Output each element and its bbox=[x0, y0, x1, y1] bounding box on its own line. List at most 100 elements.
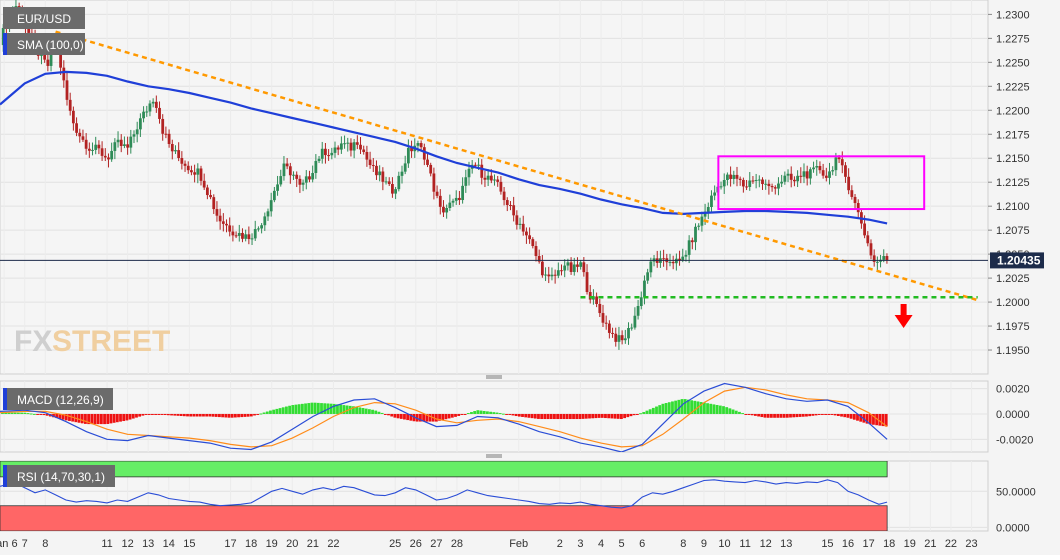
time-tick-label: 17 bbox=[224, 538, 236, 550]
sma-legend[interactable]: SMA (100,0) bbox=[3, 33, 85, 55]
macd-legend[interactable]: MACD (12,26,9) bbox=[3, 388, 113, 410]
candle-body bbox=[199, 168, 203, 181]
candle-body bbox=[193, 172, 197, 175]
candle-body bbox=[525, 231, 528, 236]
candle-body bbox=[821, 170, 825, 176]
candle bbox=[78, 128, 82, 143]
macd-histogram-bar bbox=[64, 413, 68, 421]
macd-histogram-bar bbox=[629, 413, 633, 417]
candle bbox=[639, 291, 643, 310]
candle-body bbox=[282, 163, 286, 177]
candle bbox=[279, 169, 283, 187]
candle-body bbox=[767, 183, 771, 187]
candle bbox=[365, 145, 369, 167]
macd-histogram-bar bbox=[457, 413, 461, 416]
candle-body bbox=[627, 328, 630, 339]
candle-body bbox=[703, 211, 707, 217]
macd-histogram-bar bbox=[425, 413, 429, 422]
candle bbox=[183, 160, 187, 172]
candle bbox=[170, 139, 174, 160]
candle-body bbox=[828, 171, 831, 178]
candle-body bbox=[279, 176, 283, 185]
macd-plot-area bbox=[0, 382, 888, 452]
rsi-legend[interactable]: RSI (14,70,30,1) bbox=[3, 465, 115, 487]
candle-body bbox=[406, 147, 410, 164]
macd-histogram-bar bbox=[253, 413, 256, 416]
macd-histogram-bar bbox=[808, 413, 812, 417]
time-tick-label: 2 bbox=[557, 538, 563, 550]
rsi-panel-resize-handle[interactable] bbox=[484, 454, 504, 459]
candle bbox=[225, 219, 228, 233]
candle bbox=[550, 267, 554, 281]
candle bbox=[68, 92, 72, 116]
candle-body bbox=[789, 173, 793, 180]
candle-body bbox=[601, 313, 605, 323]
macd-histogram-bar bbox=[20, 412, 24, 414]
candle-body bbox=[154, 101, 158, 108]
candle bbox=[381, 167, 385, 191]
macd-histogram-bar bbox=[744, 413, 748, 415]
candle-body bbox=[493, 179, 496, 181]
macd-histogram-bar bbox=[434, 413, 438, 422]
macd-panel-resize-handle[interactable] bbox=[484, 375, 504, 380]
candle-body bbox=[777, 183, 780, 189]
candle bbox=[400, 165, 404, 184]
macd-histogram-bar bbox=[109, 413, 113, 424]
candle-body bbox=[509, 204, 512, 206]
candle bbox=[209, 189, 212, 200]
candle bbox=[212, 194, 216, 215]
symbol-legend[interactable]: EUR/USD bbox=[3, 7, 85, 29]
candle-body bbox=[330, 152, 334, 156]
macd-histogram-bar bbox=[186, 413, 189, 417]
candle bbox=[585, 264, 589, 295]
candle-body bbox=[381, 171, 385, 182]
candle-body bbox=[502, 191, 506, 201]
candle-body bbox=[87, 148, 91, 151]
candle-body bbox=[553, 274, 557, 276]
candle-body bbox=[547, 274, 551, 277]
candle-body bbox=[68, 99, 72, 111]
candle bbox=[442, 200, 445, 218]
candle-body bbox=[174, 150, 177, 152]
macd-histogram-bar bbox=[588, 413, 591, 419]
time-tick-label: 8 bbox=[42, 538, 48, 550]
macd-label: MACD (12,26,9) bbox=[17, 393, 104, 407]
candle-body bbox=[362, 149, 366, 153]
candle-body bbox=[110, 150, 114, 160]
candle-body bbox=[713, 192, 717, 196]
candle-body bbox=[668, 261, 672, 263]
candle-body bbox=[534, 246, 538, 257]
macd-histogram-bar bbox=[865, 413, 869, 424]
candle bbox=[706, 202, 710, 220]
candle-body bbox=[285, 163, 289, 167]
candle-body bbox=[103, 155, 107, 158]
candle bbox=[272, 186, 276, 203]
candle bbox=[314, 154, 318, 179]
candle-body bbox=[359, 144, 362, 150]
candle bbox=[292, 171, 295, 180]
macd-histogram-bar bbox=[383, 413, 387, 415]
current-price-marker: 1.20435 bbox=[990, 252, 1044, 269]
candle-body bbox=[872, 255, 876, 262]
macd-histogram-bar bbox=[635, 413, 639, 415]
candle-body bbox=[221, 221, 225, 224]
candle bbox=[617, 326, 621, 350]
macd-histogram-bar bbox=[454, 413, 457, 417]
candle-body bbox=[796, 175, 800, 182]
candle-body bbox=[477, 164, 480, 166]
candle-body bbox=[706, 207, 710, 212]
candle bbox=[355, 135, 359, 150]
candle-body bbox=[288, 166, 292, 176]
macd-histogram-bar bbox=[233, 413, 237, 418]
candle bbox=[154, 95, 158, 113]
candle bbox=[394, 186, 398, 200]
candle bbox=[537, 249, 541, 264]
candle bbox=[110, 142, 114, 162]
candle bbox=[429, 162, 433, 177]
candle bbox=[499, 176, 503, 195]
macd-histogram-bar bbox=[240, 413, 244, 418]
candle bbox=[145, 105, 149, 117]
candle bbox=[123, 136, 126, 149]
time-tick-label: 11 bbox=[101, 538, 112, 550]
